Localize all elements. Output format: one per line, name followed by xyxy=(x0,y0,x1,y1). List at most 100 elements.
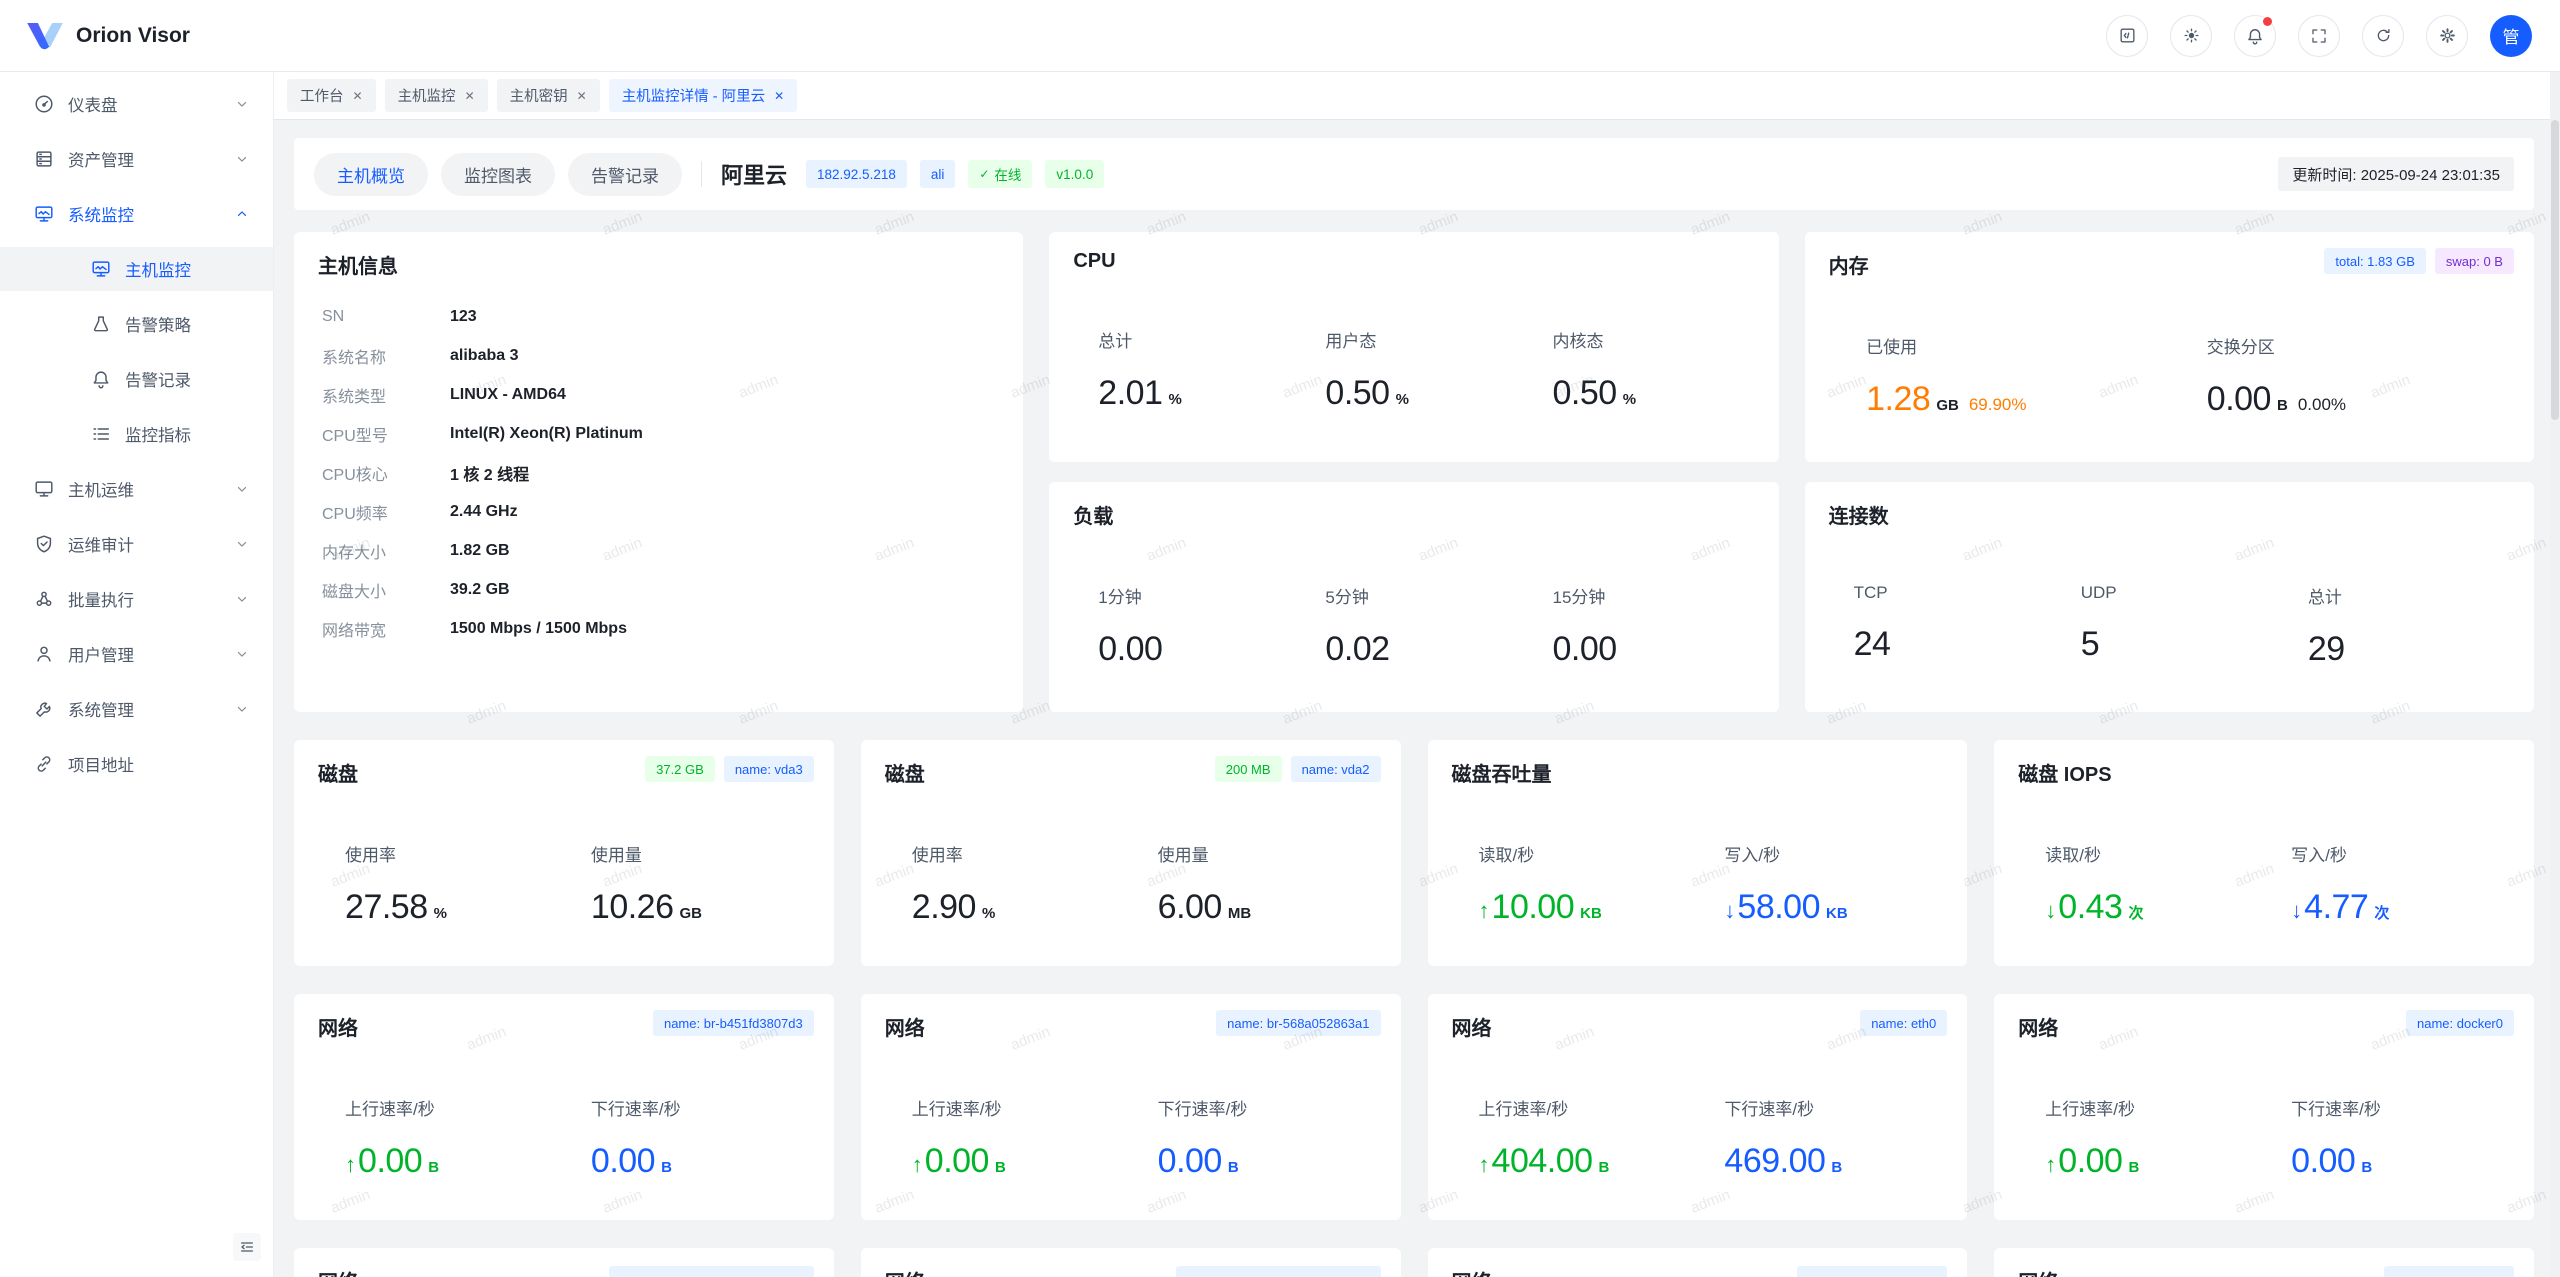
card-title: 网络 xyxy=(318,1018,358,1040)
down-arrow-icon: ↓ xyxy=(1724,898,1736,923)
sidebar-item-ops-audit[interactable]: 运维审计 xyxy=(0,522,273,566)
network-row: 网络 name: br-b451fd3807d3 上行速率/秒 ↑ 0.00 B 下… xyxy=(294,994,2534,1220)
chevron-down-icon xyxy=(237,101,247,107)
network-name-tag: name: docker0 xyxy=(2406,1010,2514,1036)
close-icon[interactable]: ✕ xyxy=(774,88,785,103)
name-tag xyxy=(1175,1266,1381,1277)
memory-swap-metric: 交换分区 0.00 B 0.00% xyxy=(2206,338,2347,418)
info-row: 系统名称 alibaba 3 xyxy=(322,346,519,367)
bell-icon xyxy=(2248,28,2262,45)
sidebar-item-system-mgmt[interactable]: 系统管理 xyxy=(0,687,273,731)
cpu-user-metric: 用户态 0.50% xyxy=(1325,332,1409,412)
tab-host-monitor-detail[interactable]: 主机监控详情 - 阿里云 ✕ xyxy=(608,79,798,112)
scrollbar[interactable] xyxy=(2550,72,2560,1277)
disk-card-vda3: 磁盘 37.2 GB name: vda3 使用率 27.58% 使用量 10.… xyxy=(294,740,834,966)
monitor-icon xyxy=(35,481,53,497)
sidebar-item-alert-policy[interactable]: 告警策略 xyxy=(0,302,273,346)
disk-read-metric: 读取/秒 ↑ 10.00 KB xyxy=(1478,846,1602,926)
name-tag xyxy=(608,1266,814,1277)
sidebar-item-metrics[interactable]: 监控指标 xyxy=(0,412,273,456)
card-title: 磁盘 xyxy=(318,764,358,786)
monitor-wave-icon xyxy=(92,261,110,277)
disk-iops-card: 磁盘 IOPS 读取/秒 ↓ 0.43 次 写入/秒 ↓ 4.77 次 xyxy=(1994,740,2534,966)
downlink-metric: 下行速率/秒 0.00 B xyxy=(1157,1100,1248,1180)
sidebar-item-system-monitor[interactable]: 系统监控 xyxy=(0,192,273,236)
disk-name-tag: name: vda3 xyxy=(723,756,814,782)
tcp-metric: TCP 24 xyxy=(1853,583,1891,663)
tab-host-monitor[interactable]: 主机监控 ✕ xyxy=(384,79,488,112)
chevron-down-icon xyxy=(237,596,247,602)
tab-bar: 工作台 ✕ 主机监控 ✕ 主机密钥 ✕ 主机监控详情 - 阿里云 ✕ xyxy=(274,72,2560,120)
notifications-button[interactable] xyxy=(2234,14,2276,57)
refresh-button[interactable] xyxy=(2362,14,2404,57)
sidebar-item-alert-records[interactable]: 告警记录 xyxy=(0,357,273,401)
fullscreen-icon xyxy=(2312,28,2326,43)
sidebar-collapse-button[interactable] xyxy=(233,1233,261,1261)
disk-write-metric: 写入/秒 ↓ 58.00 KB xyxy=(1724,846,1848,926)
update-time: 更新时间: 2025-09-24 23:01:35 xyxy=(2278,157,2514,191)
close-icon[interactable]: ✕ xyxy=(352,88,363,103)
memory-swap-tag: swap: 0 B xyxy=(2434,248,2514,274)
udp-metric: UDP 5 xyxy=(2080,583,2117,663)
info-row: CPU型号 Intel(R) Xeon(R) Platinum xyxy=(322,424,643,445)
chevron-down-icon xyxy=(237,156,247,162)
load-1min-metric: 1分钟 0.00 xyxy=(1098,588,1163,668)
total-connections-metric: 总计 29 xyxy=(2307,588,2345,668)
cpu-kernel-metric: 内核态 0.50% xyxy=(1552,332,1637,412)
user-avatar[interactable]: 管 xyxy=(2490,14,2532,57)
card-title: CPU xyxy=(1073,250,1116,272)
view-monitor-charts-button[interactable]: 监控图表 xyxy=(441,152,555,196)
sidebar-item-dashboard[interactable]: 仪表盘 xyxy=(0,82,273,126)
scrollbar-thumb[interactable] xyxy=(2551,120,2559,420)
network-name-tag: name: br-b451fd3807d3 xyxy=(652,1010,814,1036)
theme-toggle-button[interactable] xyxy=(2170,14,2212,57)
settings-button[interactable] xyxy=(2426,14,2468,57)
topbar-actions: 管 xyxy=(2106,14,2560,57)
refresh-icon xyxy=(2377,28,2390,42)
check-icon: ✓ xyxy=(979,167,990,181)
content: 主机概览 监控图表 告警记录 阿里云 182.92.5.218 ali ✓ 在线… xyxy=(274,120,2560,1277)
shield-check-icon xyxy=(36,535,52,553)
host-name: 阿里云 xyxy=(721,163,788,188)
sidebar-item-user-mgmt[interactable]: 用户管理 xyxy=(0,632,273,676)
sidebar-item-host-monitor[interactable]: 主机监控 xyxy=(0,247,273,291)
sidebar-item-batch-exec[interactable]: 批量执行 xyxy=(0,577,273,621)
up-arrow-icon: ↑ xyxy=(1478,1152,1490,1177)
sidebar-item-project-link[interactable]: 项目地址 xyxy=(0,742,273,786)
monitor-wave-icon xyxy=(35,206,53,222)
card-title: 网络 xyxy=(2018,1018,2059,1040)
uplink-metric: 上行速率/秒 ↑ 0.00 B xyxy=(911,1100,1006,1180)
close-icon[interactable]: ✕ xyxy=(576,88,587,103)
connections-card: 连接数 TCP 24 UDP 5 总计 29 xyxy=(1804,482,2534,712)
disk-usage-metric: 使用量 6.00 MB xyxy=(1157,846,1252,926)
host-status-tag: ✓ 在线 xyxy=(968,160,1033,188)
orion-visor-logo-icon xyxy=(27,22,63,49)
chevron-down-icon xyxy=(237,651,247,657)
close-icon[interactable]: ✕ xyxy=(464,88,475,103)
info-row: 网络带宽 1500 Mbps / 1500 Mbps xyxy=(322,619,627,640)
flask-icon xyxy=(93,316,109,332)
load-5min-metric: 5分钟 0.02 xyxy=(1325,588,1390,668)
cpu-card: CPU 总计 2.01% 用户态 0.50% 内核态 0.50% xyxy=(1049,232,1779,462)
app-title: Orion Visor xyxy=(76,23,190,47)
tab-workbench[interactable]: 工作台 ✕ xyxy=(287,79,376,112)
card-title: 内存 xyxy=(1828,256,1869,278)
brand: Orion Visor xyxy=(0,21,190,51)
user-icon xyxy=(37,646,51,662)
disk-throughput-card: 磁盘吞吐量 读取/秒 ↑ 10.00 KB 写入/秒 ↓ 58.00 KB xyxy=(1427,740,1968,966)
card-title: 网络 xyxy=(1451,1018,1492,1040)
bell-icon xyxy=(93,371,109,389)
fullscreen-button[interactable] xyxy=(2298,14,2340,57)
menu-fold-icon xyxy=(241,1242,253,1252)
view-host-overview-button[interactable]: 主机概览 xyxy=(314,152,428,196)
name-tag xyxy=(2384,1266,2514,1277)
sidebar-item-assets[interactable]: 资产管理 xyxy=(0,137,273,181)
disk-name-tag: name: vda2 xyxy=(1290,756,1381,782)
card-title: 负载 xyxy=(1073,506,1114,528)
partial-row: 网络 网络 网络 网络 xyxy=(294,1248,2534,1277)
api-code-button[interactable] xyxy=(2106,14,2148,57)
view-alert-records-button[interactable]: 告警记录 xyxy=(568,152,682,196)
tab-host-keys[interactable]: 主机密钥 ✕ xyxy=(496,79,600,112)
chevron-down-icon xyxy=(237,541,247,547)
sidebar-item-host-ops[interactable]: 主机运维 xyxy=(0,467,273,511)
